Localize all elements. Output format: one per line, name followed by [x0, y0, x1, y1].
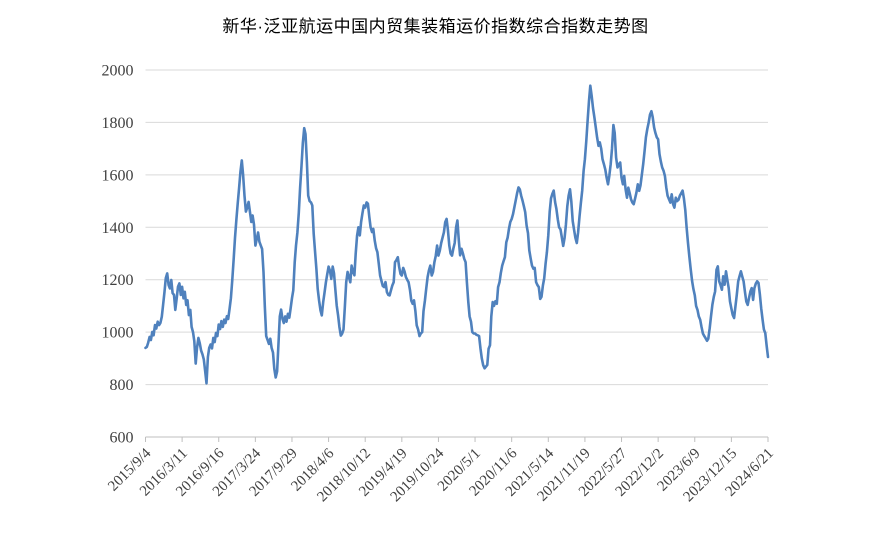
- y-tick-label: 2000: [102, 63, 134, 80]
- y-tick-label: 1400: [102, 220, 134, 237]
- y-tick-label: 600: [110, 430, 134, 447]
- y-tick-label: 1200: [102, 272, 134, 289]
- y-tick-label: 1600: [102, 167, 134, 184]
- chart-title: 新华·泛亚航运中国内贸集装箱运价指数综合指数走势图: [222, 17, 649, 36]
- y-tick-label: 1800: [102, 115, 134, 132]
- index-series-line: [144, 84, 770, 385]
- y-tick-label: 800: [110, 377, 134, 394]
- y-tick-label: 1000: [102, 325, 134, 342]
